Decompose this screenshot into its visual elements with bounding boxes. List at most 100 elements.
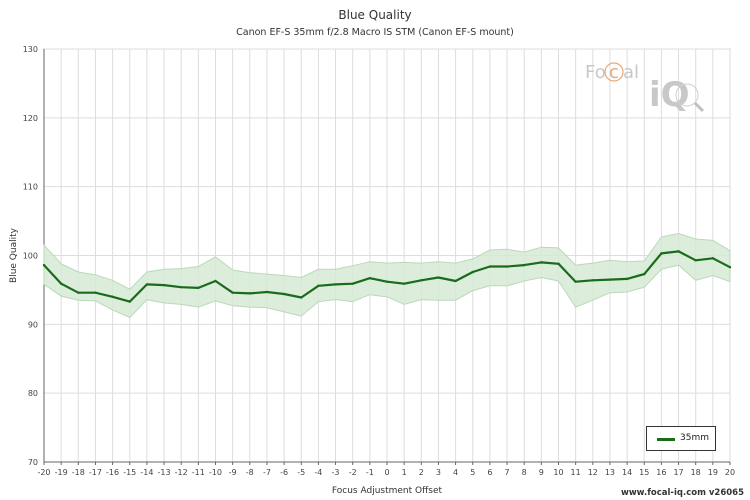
chart-title: Blue Quality	[338, 8, 412, 22]
legend-label: 35mm	[680, 433, 709, 443]
x-tick-label: 4	[453, 468, 458, 477]
data-point	[42, 263, 46, 267]
data-point	[660, 252, 663, 255]
x-tick-label: 3	[436, 468, 441, 477]
data-point	[643, 272, 646, 276]
y-tick-label: 70	[28, 458, 38, 467]
x-tick-label: 13	[605, 468, 615, 477]
x-tick-label: 19	[708, 468, 718, 477]
data-point	[197, 286, 200, 290]
logo-text-c: c	[609, 62, 619, 83]
data-point	[523, 263, 526, 267]
data-point	[471, 270, 474, 274]
logo-magnifier-handle	[693, 101, 705, 113]
x-tick-label: -15	[123, 468, 136, 477]
data-point	[248, 292, 251, 295]
data-point	[711, 257, 715, 260]
y-tick-label: 110	[23, 183, 38, 192]
series-confidence-band	[43, 232, 731, 319]
x-tick-label: 2	[419, 468, 424, 477]
logo-text-iq: iQ	[649, 75, 690, 115]
x-tick-label: 17	[673, 468, 683, 477]
data-point	[694, 259, 697, 262]
data-point	[334, 283, 337, 286]
x-tick-label: -6	[280, 468, 288, 477]
x-tick-label: -13	[158, 468, 171, 477]
x-tick-label: 6	[487, 468, 492, 477]
data-point	[77, 291, 80, 294]
data-point	[317, 284, 320, 287]
legend-swatch	[657, 438, 675, 441]
data-point	[420, 279, 423, 282]
data-point	[540, 261, 543, 264]
data-point	[111, 295, 114, 298]
x-tick-label: 14	[622, 468, 632, 477]
x-tick-label: 18	[691, 468, 701, 477]
data-point	[282, 292, 286, 296]
data-point	[625, 277, 629, 281]
y-tick-label: 120	[23, 114, 38, 123]
x-tick-label: -9	[229, 468, 237, 477]
x-tick-label: -19	[55, 468, 68, 477]
x-tick-label: 1	[402, 468, 407, 477]
x-tick-label: -18	[72, 468, 85, 477]
x-tick-label: -10	[209, 468, 222, 477]
data-point	[368, 277, 372, 280]
data-point	[351, 282, 354, 285]
y-tick-label: 90	[28, 320, 38, 329]
x-tick-label: 9	[539, 468, 544, 477]
x-tick-label: 11	[571, 468, 581, 477]
logo-text-al: al	[623, 62, 639, 83]
data-point	[385, 280, 389, 283]
data-point	[94, 291, 97, 294]
x-tick-label: -11	[192, 468, 205, 477]
logo-circle-icon	[604, 62, 624, 82]
x-tick-label: -7	[263, 468, 271, 477]
x-tick-label: -1	[366, 468, 374, 477]
data-point	[505, 265, 509, 268]
data-point	[437, 276, 440, 279]
x-tick-label: 5	[470, 468, 475, 477]
x-tick-label: -2	[349, 468, 357, 477]
data-point	[608, 278, 612, 281]
y-tick-label: 100	[23, 252, 38, 261]
footer-credit: www.focal-iq.com v26065	[620, 488, 744, 498]
logo-text-fo: Fo	[585, 62, 606, 83]
data-point	[591, 279, 594, 282]
x-tick-label: -5	[297, 468, 305, 477]
data-point	[145, 283, 149, 286]
chart-legend: 35mm	[646, 426, 716, 451]
data-point	[214, 279, 217, 283]
logo-magnifier-icon	[675, 83, 699, 107]
x-tick-label: -16	[106, 468, 119, 477]
x-tick-label: -12	[175, 468, 188, 477]
x-tick-label: -3	[332, 468, 340, 477]
data-point	[300, 296, 303, 299]
x-tick-label: -4	[314, 468, 322, 477]
data-point	[574, 280, 577, 283]
data-point	[728, 266, 732, 269]
data-point	[677, 250, 680, 253]
data-point	[488, 265, 492, 268]
data-point	[454, 279, 457, 283]
x-tick-label: -17	[89, 468, 102, 477]
x-tick-label: 10	[553, 468, 563, 477]
x-tick-label: 20	[725, 468, 735, 477]
x-tick-label: -14	[140, 468, 153, 477]
data-point	[231, 291, 234, 294]
x-tick-label: -20	[37, 468, 50, 477]
data-point	[128, 300, 131, 303]
data-point	[162, 283, 166, 287]
x-tick-label: -8	[246, 468, 254, 477]
x-tick-label: 15	[639, 468, 649, 477]
x-tick-label: 7	[505, 468, 510, 477]
data-point	[59, 282, 63, 285]
data-point	[402, 282, 406, 285]
chart-subtitle: Canon EF-S 35mm f/2.8 Macro IS STM (Cano…	[236, 27, 514, 38]
x-tick-label: 8	[522, 468, 527, 477]
x-tick-label: 12	[588, 468, 598, 477]
y-axis-label: Blue Quality	[9, 227, 19, 283]
y-tick-label: 80	[28, 389, 38, 398]
data-point	[265, 290, 269, 294]
